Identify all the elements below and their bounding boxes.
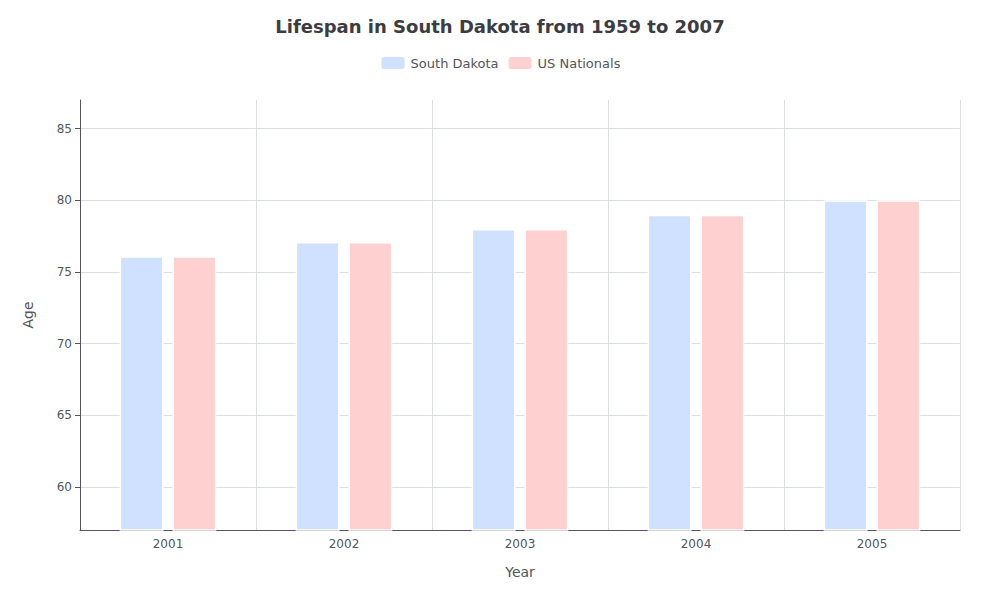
svg-text:70: 70 (57, 337, 72, 351)
svg-text:2001: 2001 (153, 537, 184, 551)
svg-text:South Dakota: South Dakota (411, 56, 499, 71)
svg-text:2003: 2003 (505, 537, 536, 551)
svg-text:65: 65 (57, 408, 72, 422)
svg-text:Lifespan in South Dakota from: Lifespan in South Dakota from 1959 to 20… (275, 16, 724, 37)
svg-text:2004: 2004 (681, 537, 712, 551)
svg-text:85: 85 (57, 122, 72, 136)
svg-text:60: 60 (57, 480, 72, 494)
svg-text:75: 75 (57, 265, 72, 279)
svg-text:Year: Year (504, 564, 535, 580)
svg-text:2005: 2005 (857, 537, 888, 551)
svg-text:80: 80 (57, 193, 72, 207)
svg-text:Age: Age (20, 301, 36, 328)
svg-text:US Nationals: US Nationals (538, 56, 621, 71)
svg-text:2002: 2002 (329, 537, 360, 551)
